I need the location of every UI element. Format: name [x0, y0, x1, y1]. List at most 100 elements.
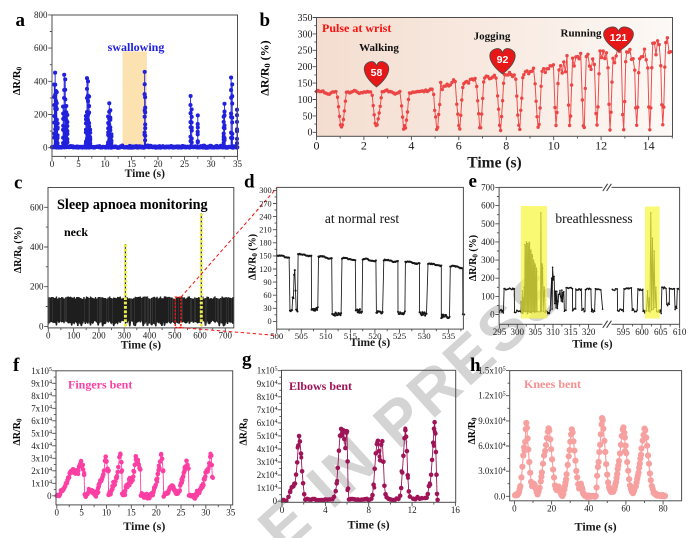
svg-text:30: 30 [263, 304, 271, 313]
svg-text:1x105: 1x105 [31, 366, 52, 376]
svg-text:310: 310 [546, 327, 560, 337]
svg-text:605: 605 [654, 327, 668, 337]
svg-text:100: 100 [67, 330, 81, 340]
svg-text:e: e [469, 171, 477, 192]
svg-text:Time (s): Time (s) [350, 337, 391, 349]
svg-text:0: 0 [280, 505, 285, 515]
svg-text:50: 50 [303, 111, 313, 122]
svg-text:520: 520 [368, 331, 382, 341]
svg-text:6: 6 [456, 138, 462, 152]
svg-text:12: 12 [595, 138, 607, 152]
svg-text:ΔR/R0 (%): ΔR/R0 (%) [258, 40, 273, 95]
svg-text:at normal rest: at normal rest [325, 211, 399, 226]
svg-text:20: 20 [547, 503, 557, 513]
svg-text:10: 10 [548, 138, 560, 152]
svg-text:Sleep apnoea monitoring: Sleep apnoea monitoring [57, 197, 208, 213]
svg-text:700: 700 [219, 330, 233, 340]
svg-text:Time (s): Time (s) [121, 340, 162, 352]
svg-text:200: 200 [92, 330, 106, 340]
svg-text:ΔR/R0: ΔR/R0 [239, 418, 251, 446]
svg-text:15: 15 [127, 507, 137, 517]
svg-text:8x104: 8x104 [257, 392, 278, 402]
svg-text:8: 8 [366, 505, 371, 515]
svg-text:100: 100 [298, 95, 313, 106]
svg-text:1.5x105: 1.5x105 [478, 366, 505, 376]
svg-text:35: 35 [233, 159, 243, 169]
svg-text:ΔR/R0 (%): ΔR/R0 (%) [468, 235, 480, 281]
svg-text:g: g [242, 349, 252, 370]
svg-text:30: 30 [201, 507, 211, 517]
svg-text:400: 400 [30, 242, 44, 252]
svg-text:14: 14 [643, 138, 655, 152]
svg-text:3.0x104: 3.0x104 [478, 466, 505, 476]
svg-text:Time (s): Time (s) [123, 519, 165, 533]
svg-text:c: c [14, 173, 22, 194]
svg-text:500: 500 [481, 219, 495, 229]
svg-text:4: 4 [408, 138, 414, 152]
svg-text:515: 515 [344, 331, 358, 341]
svg-text:210: 210 [259, 226, 271, 235]
svg-text:200: 200 [30, 282, 44, 292]
svg-text:a: a [16, 10, 26, 31]
svg-text:ΔR/R0: ΔR/R0 [12, 418, 24, 446]
svg-text:b: b [260, 10, 271, 31]
svg-text:ΔR/R0: ΔR/R0 [467, 417, 479, 445]
svg-text:200: 200 [34, 110, 48, 120]
svg-text:ΔR/R0 (%): ΔR/R0 (%) [13, 227, 25, 273]
svg-text:525: 525 [393, 331, 407, 341]
svg-text:4x104: 4x104 [257, 444, 278, 454]
svg-text:0: 0 [50, 159, 55, 169]
svg-text:0: 0 [47, 491, 52, 501]
svg-text:0: 0 [314, 138, 320, 152]
svg-text:10: 10 [101, 159, 111, 169]
svg-text:4x104: 4x104 [31, 441, 52, 451]
svg-text:40: 40 [584, 503, 594, 513]
svg-text:600: 600 [481, 201, 495, 211]
svg-text:8x104: 8x104 [31, 391, 52, 401]
svg-text:0: 0 [490, 310, 495, 320]
svg-text:200: 200 [298, 62, 313, 73]
svg-text:0: 0 [46, 330, 51, 340]
svg-text:7x104: 7x104 [31, 403, 52, 413]
svg-text:Time (s): Time (s) [575, 520, 617, 534]
svg-text:100: 100 [481, 291, 495, 301]
svg-text:320: 320 [582, 327, 596, 337]
svg-text:2x104: 2x104 [257, 470, 278, 480]
svg-text:breathlessness: breathlessness [555, 211, 632, 226]
svg-text:16: 16 [451, 505, 461, 515]
svg-text:350: 350 [298, 13, 313, 24]
svg-text:f: f [13, 355, 20, 376]
svg-text:12: 12 [408, 505, 417, 515]
svg-text:30: 30 [207, 159, 217, 169]
svg-text:7x104: 7x104 [257, 405, 278, 415]
svg-text:Running: Running [561, 28, 602, 40]
svg-text:ΔR/R0 (%): ΔR/R0 (%) [248, 234, 260, 280]
svg-text:90: 90 [263, 278, 271, 287]
svg-text:5: 5 [76, 159, 81, 169]
svg-text:Pulse at wrist: Pulse at wrist [322, 21, 391, 35]
svg-text:0: 0 [268, 317, 272, 326]
svg-text:92: 92 [497, 54, 509, 66]
svg-text:315: 315 [564, 327, 578, 337]
svg-text:Elbows bent: Elbows bent [289, 379, 352, 393]
svg-text:510: 510 [319, 331, 333, 341]
svg-text:2x104: 2x104 [31, 466, 52, 476]
svg-text:Time (s): Time (s) [467, 155, 521, 172]
svg-text:120: 120 [259, 265, 271, 274]
svg-text:80: 80 [659, 503, 669, 513]
svg-text:305: 305 [528, 327, 542, 337]
svg-text:530: 530 [417, 331, 431, 341]
svg-text:Time (s): Time (s) [572, 339, 613, 351]
svg-text:20: 20 [154, 159, 164, 169]
svg-text:610: 610 [673, 327, 687, 337]
svg-text:neck: neck [64, 225, 88, 239]
svg-text:3x104: 3x104 [31, 453, 52, 463]
svg-text:9x104: 9x104 [31, 378, 52, 388]
svg-text:6x104: 6x104 [31, 416, 52, 426]
svg-text:400: 400 [481, 237, 495, 247]
svg-text:Time (s): Time (s) [348, 518, 390, 532]
svg-text:595: 595 [616, 327, 630, 337]
svg-text:400: 400 [143, 330, 157, 340]
svg-text:Knees bent: Knees bent [524, 377, 581, 391]
svg-text:58: 58 [371, 67, 383, 79]
